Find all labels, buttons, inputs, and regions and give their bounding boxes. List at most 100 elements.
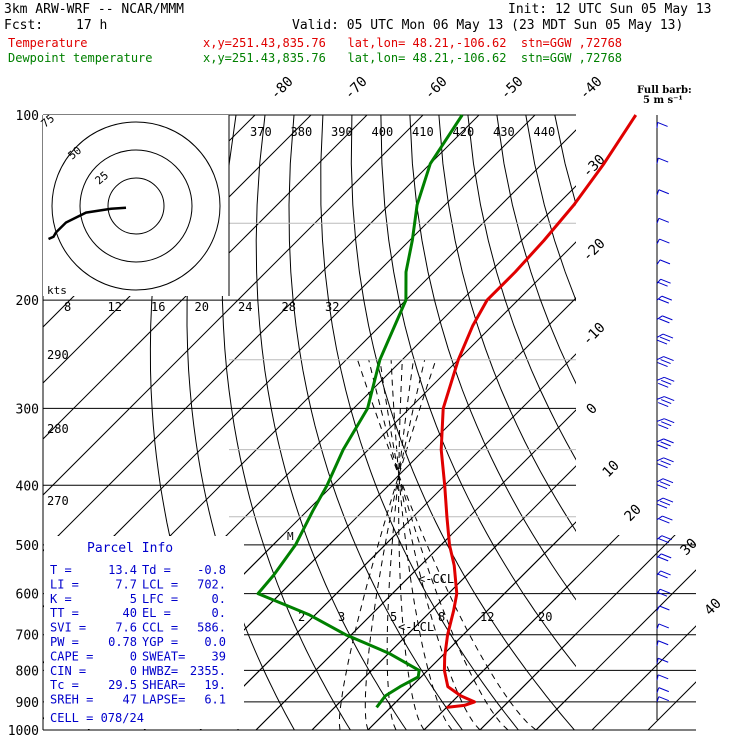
isotherm [592, 115, 740, 730]
wind-barb-feather [658, 696, 669, 702]
mixing-ratio-label-28: 28 [282, 300, 296, 314]
isotherm-lower [647, 681, 696, 730]
dry-adiabat [380, 115, 576, 668]
isotherm-label-20: 20 [622, 502, 645, 525]
temperature-series-line [439, 114, 638, 709]
wind-barb-staff [656, 295, 663, 301]
wind-barb-feather [658, 538, 669, 544]
wind-barb-staff [656, 457, 664, 462]
wind-barb-staff [656, 687, 660, 693]
parcel-info-cell: 0 [130, 664, 137, 678]
isotherm-lower [479, 535, 676, 730]
wind-barb [656, 278, 671, 287]
wind-barb [656, 418, 675, 430]
wind-barb-feather [657, 362, 668, 367]
wind-barb [656, 515, 673, 524]
wind-barb-feather [657, 463, 668, 469]
mixing-ratio-label-12: 12 [108, 300, 122, 314]
pressure-label-400: 400 [16, 479, 39, 494]
wind-barb [656, 396, 675, 408]
dry-adiabat [288, 115, 463, 730]
wind-barb-feather [656, 591, 668, 597]
wind-barb-feather [659, 518, 670, 524]
theta-label-270: 270 [47, 494, 69, 508]
parcel-info-cell: TT = [50, 606, 79, 620]
moist-adiabat [338, 359, 437, 731]
wind-barb-feather [657, 444, 668, 450]
wind-barb-feather [656, 339, 668, 345]
moist-adiabat [398, 359, 425, 731]
parcel-info-box: Parcel Info T = 13.4 Td = -0.8 LI = 7.7 LCL = 7… [44, 536, 244, 729]
parcel-info-cell: CAPE = [50, 649, 93, 663]
isotherm-lower [199, 535, 396, 730]
wind-barb [656, 570, 671, 579]
wind-barb [656, 157, 669, 164]
parcel-info-cell: LCL = [142, 577, 178, 591]
wind-barb [656, 259, 671, 265]
wind-barb-feather [658, 623, 669, 629]
parcel-info-cell: 0.78 [108, 635, 137, 649]
wind-barb [656, 457, 674, 469]
isotherm-label--70: -70 [342, 74, 371, 103]
wind-barb-feather [658, 687, 669, 693]
isobar-lines [43, 114, 696, 731]
wind-barb [656, 687, 669, 693]
dry-adiabat [613, 115, 740, 730]
wind-barb [656, 438, 674, 450]
wind-barb-feather [658, 189, 669, 195]
wind-barb-feather [664, 376, 675, 382]
isotherm [311, 465, 576, 730]
wind-barb [656, 535, 672, 544]
wind-barb [656, 333, 674, 345]
wind-barb [656, 657, 669, 664]
ccl-marker-label: <-CCL [418, 572, 454, 586]
parcel-info-cell: 0 [130, 649, 137, 663]
isotherm-lower [255, 535, 452, 730]
wind-barb-feather [659, 481, 671, 487]
dry-adiabat [467, 115, 576, 461]
wind-barb-feather [662, 497, 674, 503]
theta-label-370: 370 [250, 125, 272, 139]
wind-barb-feather [659, 259, 671, 265]
wind-barb-feather [659, 588, 671, 594]
lcl-marker-label: <-LCL [398, 620, 434, 634]
wind-barb-staff [656, 315, 663, 320]
wind-barb-feather [658, 674, 669, 680]
wind-barb [656, 588, 671, 597]
level-marker-m: M [287, 530, 294, 543]
wind-barb-feather [660, 460, 671, 466]
isotherm-label--80: -80 [268, 74, 297, 103]
theta-labels: 370 380 390 400 410 420 430 440 290 280 270 [47, 125, 555, 508]
wind-barb-feather [661, 421, 672, 427]
parcel-info-cell: 586. [197, 621, 226, 635]
parcel-info-cell: Td = [142, 563, 171, 577]
wind-barb-feather [662, 478, 674, 484]
wind-barb-feather [658, 217, 669, 223]
hodograph-trace [47, 206, 127, 241]
pressure-label-800: 800 [16, 664, 39, 679]
dry-adiabat [496, 115, 576, 385]
wind-barb-staff [656, 238, 660, 245]
wind-barb-staff [656, 674, 659, 681]
wind-barb-staff [656, 478, 664, 483]
theta-label-290: 290 [47, 348, 69, 362]
parcel-info-cell: SHEAR= [142, 678, 185, 692]
wind-barb-staff [656, 535, 663, 540]
pressure-label-700: 700 [16, 629, 39, 644]
wind-barb-feather [659, 318, 670, 324]
wind-barb [656, 121, 668, 129]
wind-barb-feather [658, 640, 669, 646]
legend-dewpoint: Dewpoint temperature [8, 51, 153, 65]
theta-label-380: 380 [291, 125, 313, 139]
wind-barb-feather [657, 573, 668, 579]
wind-legend-value: 5 m s⁻¹ [643, 95, 683, 106]
parcel-info-cell: 13.4 [108, 563, 137, 577]
wind-barb-feather [656, 484, 668, 490]
isotherm [43, 115, 424, 496]
wind-barb-feather [662, 315, 673, 321]
hodograph-units-label: kts [47, 284, 67, 297]
moist-adiabat [364, 359, 426, 731]
isotherm-label--10: -10 [580, 320, 609, 349]
wind-barb [656, 356, 674, 367]
parcel-info-cell: YGP = [142, 635, 178, 649]
